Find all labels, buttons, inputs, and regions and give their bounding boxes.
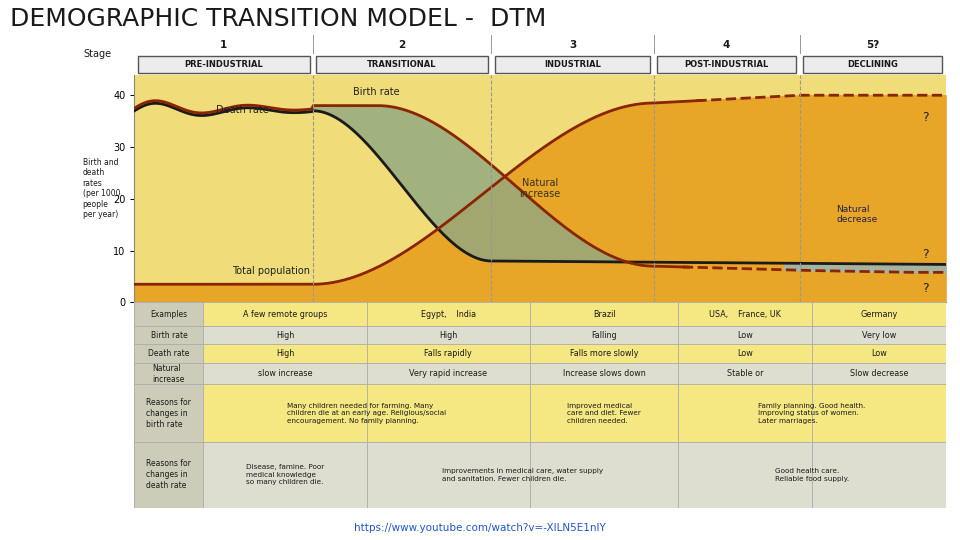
Text: Egypt,    India: Egypt, India xyxy=(420,310,476,319)
Text: 2: 2 xyxy=(398,39,406,50)
Text: Birth rate: Birth rate xyxy=(353,87,400,97)
Text: Examples: Examples xyxy=(151,310,187,319)
Text: Family planning. Good health.
Improving status of women.
Later marriages.: Family planning. Good health. Improving … xyxy=(758,403,866,424)
Text: Death rate: Death rate xyxy=(148,349,189,358)
Text: TRANSITIONAL: TRANSITIONAL xyxy=(368,60,437,69)
Text: DECLINING: DECLINING xyxy=(847,60,898,69)
Text: Slow decrease: Slow decrease xyxy=(850,369,908,378)
Text: ?: ? xyxy=(922,111,928,124)
Bar xyxy=(316,56,488,73)
Bar xyxy=(134,442,204,508)
Text: Stable or: Stable or xyxy=(727,369,763,378)
Text: Natural
increase: Natural increase xyxy=(153,363,185,384)
Text: Natural
increase: Natural increase xyxy=(519,178,561,199)
Text: USA,    France, UK: USA, France, UK xyxy=(709,310,781,319)
Bar xyxy=(134,345,204,363)
Bar xyxy=(134,326,204,345)
Text: Low: Low xyxy=(871,349,887,358)
Text: High: High xyxy=(276,349,294,358)
Text: Stage: Stage xyxy=(84,49,111,59)
Text: Falling: Falling xyxy=(591,330,617,340)
Text: Low: Low xyxy=(737,330,753,340)
Text: INDUSTRIAL: INDUSTRIAL xyxy=(544,60,601,69)
Text: 3: 3 xyxy=(569,39,576,50)
Text: Many children needed for farming. Many
children die at an early age. Religious/s: Many children needed for farming. Many c… xyxy=(287,403,446,424)
Text: 1: 1 xyxy=(220,39,228,50)
Text: Very rapid increase: Very rapid increase xyxy=(409,369,488,378)
Text: Birth and
death
rates
(per 1000
people
per year): Birth and death rates (per 1000 people p… xyxy=(83,158,120,219)
Text: https://www.youtube.com/watch?v=-XlLN5E1nIY: https://www.youtube.com/watch?v=-XlLN5E1… xyxy=(354,523,606,533)
Bar xyxy=(134,302,204,326)
Bar xyxy=(803,56,943,73)
Text: Falls more slowly: Falls more slowly xyxy=(570,349,638,358)
Text: DEMOGRAPHIC TRANSITION MODEL -  DTM: DEMOGRAPHIC TRANSITION MODEL - DTM xyxy=(10,7,546,31)
Text: Improved medical
care and diet. Fewer
children needed.: Improved medical care and diet. Fewer ch… xyxy=(567,403,641,424)
Text: Death rate: Death rate xyxy=(215,105,268,116)
Text: PRE-INDUSTRIAL: PRE-INDUSTRIAL xyxy=(184,60,263,69)
Text: Natural
decrease: Natural decrease xyxy=(836,205,877,224)
Text: Total population: Total population xyxy=(231,266,310,276)
Text: High: High xyxy=(276,330,294,340)
Bar xyxy=(134,384,204,442)
Text: Disease, famine. Poor
medical knowledge
so many children die.: Disease, famine. Poor medical knowledge … xyxy=(246,464,324,485)
Text: Very low: Very low xyxy=(862,330,896,340)
Text: Good health care.
Reliable food supply.: Good health care. Reliable food supply. xyxy=(775,468,849,482)
Text: POST-INDUSTRIAL: POST-INDUSTRIAL xyxy=(684,60,769,69)
Text: Low: Low xyxy=(737,349,753,358)
Bar xyxy=(657,56,797,73)
Bar xyxy=(137,56,310,73)
Bar xyxy=(134,363,204,384)
Bar xyxy=(494,56,650,73)
Text: slow increase: slow increase xyxy=(257,369,312,378)
Text: Germany: Germany xyxy=(860,310,898,319)
Text: Improvements in medical care, water supply
and sanitation. Fewer children die.: Improvements in medical care, water supp… xyxy=(442,468,603,482)
Text: ?: ? xyxy=(922,248,928,261)
Text: A few remote groups: A few remote groups xyxy=(243,310,327,319)
Text: ?: ? xyxy=(922,282,928,295)
Text: Increase slows down: Increase slows down xyxy=(563,369,645,378)
Text: 4: 4 xyxy=(723,39,731,50)
Text: Reasons for
changes in
death rate: Reasons for changes in death rate xyxy=(147,459,191,490)
Text: Birth rate: Birth rate xyxy=(151,330,187,340)
Text: 5?: 5? xyxy=(866,39,879,50)
Text: High: High xyxy=(439,330,457,340)
Text: Brazil: Brazil xyxy=(593,310,615,319)
Text: Reasons for
changes in
birth rate: Reasons for changes in birth rate xyxy=(147,397,191,429)
Text: Falls rapidly: Falls rapidly xyxy=(424,349,472,358)
